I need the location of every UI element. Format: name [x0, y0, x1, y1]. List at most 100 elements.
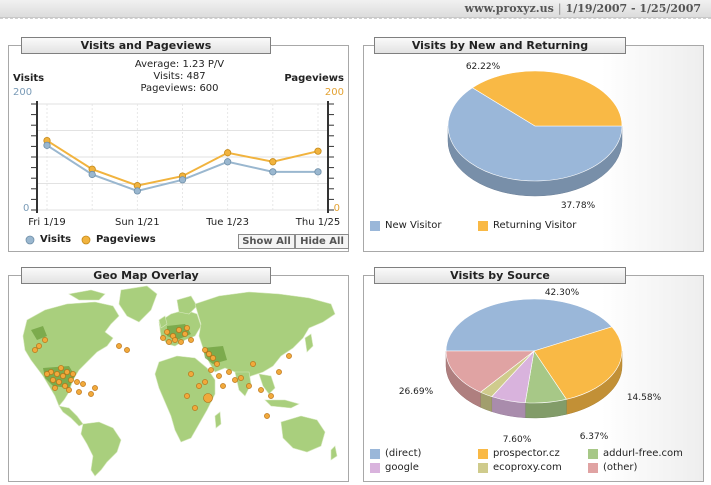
summary-pageviews: Pageviews: 600: [140, 83, 219, 94]
legend-swatch: [588, 462, 598, 473]
new-returning-legend-item: New Visitor: [370, 220, 442, 231]
visits-pageviews-panel: Visits and Pageviews Average: 1.23 P/V V…: [8, 37, 350, 252]
traffic-marker: [52, 385, 58, 391]
pie-data-label: 6.37%: [580, 432, 609, 442]
left-axis-title: Visits: [13, 73, 45, 84]
point-visits: [133, 187, 141, 195]
traffic-marker: [44, 371, 50, 377]
traffic-marker: [250, 361, 256, 367]
top-header-bar: www.proxyz.us | 1/19/2007 - 1/25/2007: [0, 0, 711, 18]
point-visits: [88, 170, 96, 179]
left-axis-max: 200: [13, 87, 33, 98]
x-tick-label: Thu 1/25: [295, 217, 340, 228]
pie-data-label: 37.78%: [561, 201, 596, 211]
traffic-marker: [124, 347, 130, 353]
pie-slice-returning-visitor: [471, 70, 623, 127]
source-legend-item: prospector.cz: [478, 448, 560, 459]
legend-label: ecoproxy.com: [493, 462, 562, 473]
traffic-marker: [184, 393, 190, 399]
traffic-marker: [216, 373, 222, 379]
traffic-marker: [202, 379, 208, 385]
pie-slice-prospector-cz: [533, 326, 623, 400]
pageviews-dot-icon: [81, 235, 91, 244]
traffic-marker: [54, 371, 60, 377]
legend-swatch: [588, 448, 598, 459]
pie-slice--direct-: [445, 298, 613, 352]
legend-pageviews[interactable]: Pageviews: [81, 234, 156, 245]
legend-label: addurl-free.com: [603, 448, 683, 459]
new-returning-legend-item: Returning Visitor: [478, 220, 576, 231]
point-pageviews: [269, 158, 277, 166]
traffic-marker: [192, 405, 198, 411]
legend-visits-label: Visits: [40, 234, 72, 245]
traffic-marker: [220, 383, 226, 389]
traffic-marker: [70, 371, 76, 377]
point-visits: [43, 141, 51, 149]
traffic-marker: [74, 379, 80, 385]
traffic-marker: [116, 343, 122, 349]
new-returning-panel: Visits by New and Returning 62.22% 37.78%…: [363, 37, 704, 252]
pie-slice-new-visitor: [447, 87, 623, 182]
traffic-marker: [66, 387, 72, 393]
traffic-marker: [50, 377, 56, 383]
point-pageviews: [314, 147, 322, 155]
traffic-marker: [56, 379, 62, 385]
date-range[interactable]: 1/19/2007 - 1/25/2007: [565, 2, 701, 15]
traffic-marker: [206, 351, 212, 357]
traffic-marker: [178, 339, 184, 345]
pie-data-label: 14.58%: [627, 393, 662, 403]
legend-label: prospector.cz: [493, 448, 560, 459]
traffic-marker: [182, 331, 188, 337]
source-legend-item: google: [370, 462, 419, 473]
traffic-marker: [268, 393, 274, 399]
traffic-marker: [226, 369, 232, 375]
traffic-marker: [32, 347, 38, 353]
traffic-marker: [246, 383, 252, 389]
traffic-marker: [176, 327, 182, 333]
world-map[interactable]: [9, 276, 350, 483]
traffic-marker: [80, 381, 86, 387]
traffic-marker: [160, 335, 166, 341]
traffic-marker: [88, 391, 94, 397]
traffic-marker: [62, 383, 68, 389]
pie-data-label: 7.60%: [503, 435, 532, 445]
right-axis-title: Pageviews: [284, 73, 344, 84]
traffic-marker: [202, 347, 208, 353]
traffic-marker: [188, 337, 194, 343]
right-axis-min: 0: [333, 203, 340, 214]
pie-slice--other-: [445, 350, 535, 393]
legend-swatch: [478, 462, 488, 473]
traffic-marker: [58, 365, 64, 371]
legend-label: (other): [603, 462, 638, 473]
point-pageviews: [224, 149, 232, 157]
hide-all-button[interactable]: Hide All: [295, 234, 349, 249]
legend-swatch: [370, 448, 380, 459]
legend-swatch: [370, 462, 380, 473]
traffic-marker: [188, 371, 194, 377]
point-visits: [269, 168, 277, 176]
geo-map-title: Geo Map Overlay: [21, 267, 271, 284]
summary-visits: Visits: 487: [153, 71, 206, 82]
pie-data-label: 26.69%: [399, 387, 434, 397]
source-pie: 42.30% 26.69% 7.60% 6.37% 14.58%: [399, 288, 662, 445]
source-legend-item: ecoproxy.com: [478, 462, 562, 473]
traffic-marker: [264, 413, 270, 419]
traffic-marker: [286, 353, 292, 359]
source-panel: Visits by Source 42.30% 26.69% 7.60% 6.37% 1…: [363, 267, 704, 482]
point-visits: [314, 168, 322, 176]
right-axis-max: 200: [324, 87, 344, 98]
legend-visits[interactable]: Visits: [25, 234, 71, 245]
legend-pageviews-label: Pageviews: [96, 234, 156, 245]
new-returning-title: Visits by New and Returning: [374, 37, 626, 54]
legend-label: (direct): [385, 448, 422, 459]
traffic-marker: [172, 337, 178, 343]
traffic-marker: [238, 375, 244, 381]
traffic-marker: [166, 339, 172, 345]
traffic-marker: [184, 325, 190, 331]
traffic-marker: [68, 377, 74, 383]
show-hide-group: Show All Hide All: [238, 234, 350, 250]
point-visits: [224, 158, 232, 166]
show-all-button[interactable]: Show All: [238, 234, 295, 249]
source-legend-item: (other): [588, 462, 637, 473]
legend-swatch: [478, 220, 488, 231]
